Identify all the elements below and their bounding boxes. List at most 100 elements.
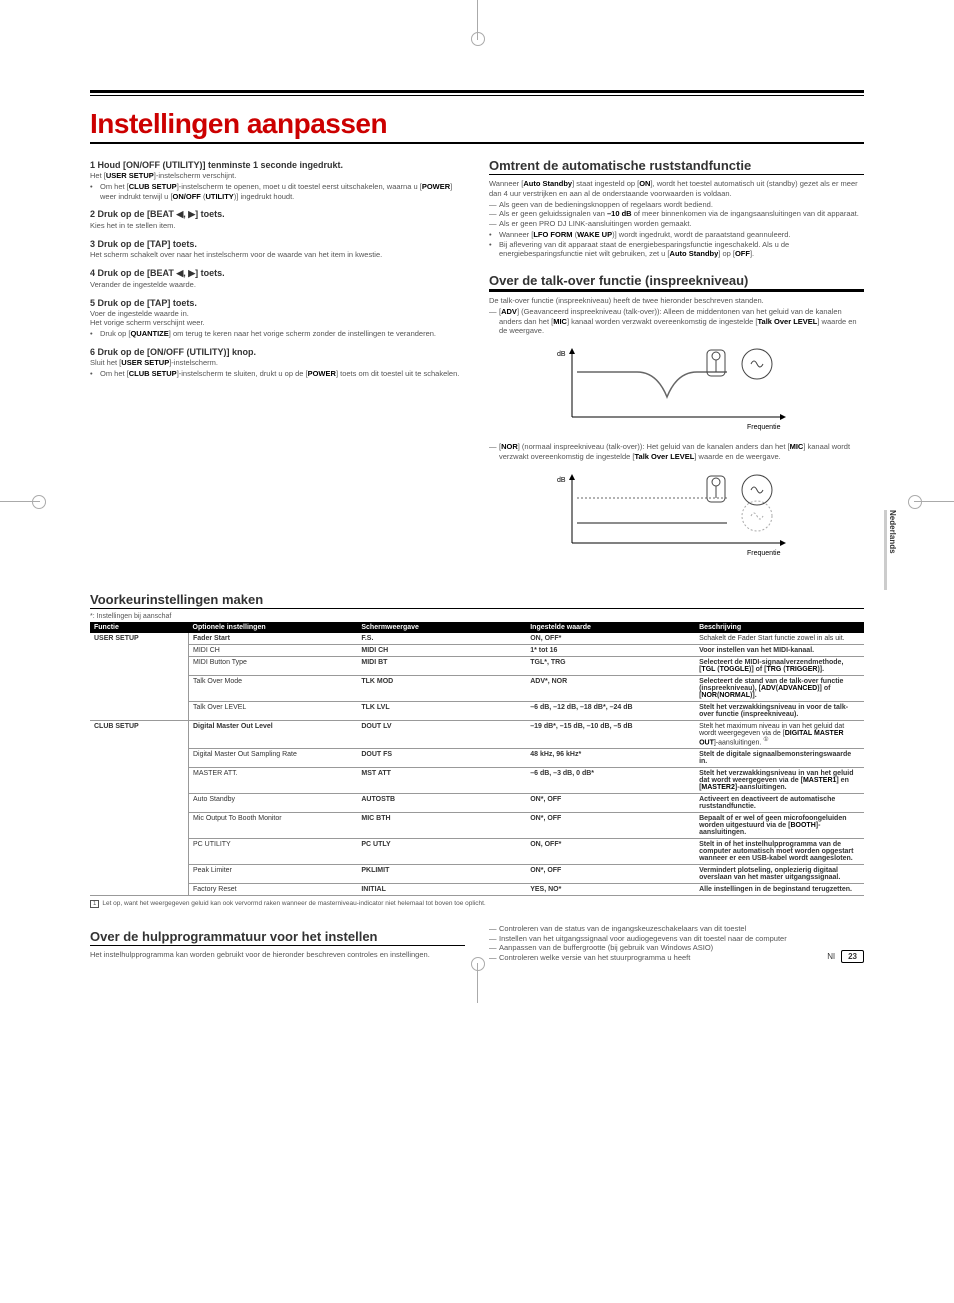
step-heading: 3 Druk op de [TAP] toets. (90, 239, 465, 249)
table-cell: 48 kHz, 96 kHz* (526, 748, 695, 767)
table-cell: MST ATT (357, 767, 526, 793)
table-header: Beschrijving (695, 622, 864, 633)
table-cell: MIDI CH (357, 644, 526, 656)
table-cell: Auto Standby (189, 793, 358, 812)
page-footer: Nl 23 (827, 950, 864, 963)
left-column: 1 Houd [ON/OFF (UTILITY)] tenminste 1 se… (90, 152, 465, 568)
table-cell: Talk Over Mode (189, 675, 358, 701)
table-header: Ingestelde waarde (526, 622, 695, 633)
table-header: Functie (90, 622, 189, 633)
svg-text:Frequentie: Frequentie (747, 550, 781, 557)
table-cell: PC UTLY (357, 838, 526, 864)
utility-left: Over de hulpprogrammatuur voor het inste… (90, 923, 465, 963)
svg-text:dB: dB (557, 477, 566, 484)
table-cell: ON*, OFF (526, 793, 695, 812)
step-heading: 6 Druk op de [ON/OFF (UTILITY)] knop. (90, 347, 465, 357)
table-cell: –19 dB*, –15 dB, –10 dB, –5 dB (526, 720, 695, 748)
step-body: Voer de ingestelde waarde in.Het vorige … (90, 309, 465, 329)
page-title: Instellingen aanpassen (90, 108, 864, 144)
table-cell: Fader Start (189, 633, 358, 645)
table-row: PC UTILITYPC UTLYON, OFF*Stelt in of het… (90, 838, 864, 864)
table-cell: Selecteert de stand van de talk-over fun… (695, 675, 864, 701)
table-cell: TGL*, TRG (526, 656, 695, 675)
table-cell: Mic Output To Booth Monitor (189, 812, 358, 838)
settings-table: FunctieOptionele instellingenSchermweerg… (90, 622, 864, 896)
table-cell: Digital Master Out Level (189, 720, 358, 748)
table-cell: YES, NO* (526, 883, 695, 895)
step-heading: 4 Druk op de [BEAT ◀, ▶] toets. (90, 268, 465, 279)
table-cell: TLK LVL (357, 701, 526, 720)
table-header: Optionele instellingen (189, 622, 358, 633)
step-bullets: Om het [CLUB SETUP]-instelscherm te slui… (90, 369, 465, 379)
utility-list: Controleren van de status van de ingangs… (489, 924, 864, 963)
table-cell: F.S. (357, 633, 526, 645)
auto-standby-conditions: Als geen van de bedieningsknoppen of reg… (489, 200, 864, 229)
table-row: Mic Output To Booth MonitorMIC BTHON*, O… (90, 812, 864, 838)
table-row: Factory ResetINITIALYES, NO*Alle instell… (90, 883, 864, 895)
right-column: Omtrent de automatische ruststandfunctie… (489, 152, 864, 568)
step-body: Sluit het [USER SETUP]-instelscherm. (90, 358, 465, 368)
talkover-nor-diagram: dB Frequentie (547, 468, 807, 558)
table-row: MIDI CHMIDI CH1* tot 16Voor instellen va… (90, 644, 864, 656)
step-bullets: Om het [CLUB SETUP]-instelscherm te open… (90, 182, 465, 202)
step-body: Verander de ingestelde waarde. (90, 280, 465, 290)
talkover-adv-diagram: dB Frequentie (547, 342, 807, 432)
table-cell: Stelt in of het instelhulpprogramma van … (695, 838, 864, 864)
table-cell: Vermindert plotseling, onplezierig digit… (695, 864, 864, 883)
table-cell: Stelt de digitale signaalbemonsteringswa… (695, 748, 864, 767)
utility-intro: Het instelhulpprogramma kan worden gebru… (90, 950, 465, 960)
page-number: 23 (841, 950, 864, 963)
step-heading: 2 Druk op de [BEAT ◀, ▶] toets. (90, 209, 465, 220)
talkover-heading: Over de talk-over functie (inspreeknivea… (489, 273, 864, 292)
table-cell: TLK MOD (357, 675, 526, 701)
svg-text:Frequentie: Frequentie (747, 424, 781, 431)
table-cell: DOUT FS (357, 748, 526, 767)
table-cell: MIC BTH (357, 812, 526, 838)
table-cell: Selecteert de MIDI-signaalverzendmethode… (695, 656, 864, 675)
table-cell: Alle instellingen in de beginstand terug… (695, 883, 864, 895)
table-footnote: 1Let op, want het weergegeven geluid kan… (90, 900, 864, 907)
table-cell: ON, OFF* (526, 633, 695, 645)
table-cell: Stelt het verzwakkingsniveau in van het … (695, 767, 864, 793)
table-cell: Schakelt de Fader Start functie zowel in… (695, 633, 864, 645)
step-body: Kies het in te stellen item. (90, 221, 465, 231)
table-cell: PC UTILITY (189, 838, 358, 864)
auto-standby-intro: Wanneer [Auto Standby] staat ingesteld o… (489, 179, 864, 199)
group-cell: CLUB SETUP (90, 720, 189, 895)
table-cell: MIDI BT (357, 656, 526, 675)
talkover-nor: [NOR] (normaal inspreekniveau (talk-over… (489, 442, 864, 462)
table-row: Peak LimiterPKLIMITON*, OFFVermindert pl… (90, 864, 864, 883)
step-body: Het scherm schakelt over naar het instel… (90, 250, 465, 260)
footnote-marker: 1 (90, 900, 99, 908)
crop-mark (477, 0, 478, 40)
table-row: Talk Over LEVELTLK LVL–6 dB, –12 dB, –18… (90, 701, 864, 720)
table-row: Auto StandbyAUTOSTBON*, OFFActiveert en … (90, 793, 864, 812)
table-row: CLUB SETUPDigital Master Out LevelDOUT L… (90, 720, 864, 748)
table-cell: Digital Master Out Sampling Rate (189, 748, 358, 767)
table-header: Schermweergave (357, 622, 526, 633)
prefs-heading: Voorkeurinstellingen maken (90, 592, 864, 609)
step-bullets: Druk op [QUANTIZE] om terug te keren naa… (90, 329, 465, 339)
table-cell: Talk Over LEVEL (189, 701, 358, 720)
table-cell: INITIAL (357, 883, 526, 895)
table-cell: ON, OFF* (526, 838, 695, 864)
table-cell: Stelt het verzwakkingsniveau in voor de … (695, 701, 864, 720)
table-cell: Voor instellen van het MIDI-kanaal. (695, 644, 864, 656)
table-cell: MASTER ATT. (189, 767, 358, 793)
table-cell: AUTOSTB (357, 793, 526, 812)
table-cell: Peak Limiter (189, 864, 358, 883)
table-cell: ON*, OFF (526, 812, 695, 838)
step-heading: 1 Houd [ON/OFF (UTILITY)] tenminste 1 se… (90, 160, 465, 170)
talkover-intro: De talk-over functie (inspreekniveau) he… (489, 296, 864, 306)
table-cell: Stelt het maximum niveau in van het gelu… (695, 720, 864, 748)
step-heading: 5 Druk op de [TAP] toets. (90, 298, 465, 308)
table-cell: Factory Reset (189, 883, 358, 895)
top-rule-thin (90, 95, 864, 96)
utility-heading: Over de hulpprogrammatuur voor het inste… (90, 929, 465, 946)
group-cell: USER SETUP (90, 633, 189, 721)
language-label: Nederlands (888, 510, 897, 554)
table-row: USER SETUPFader StartF.S.ON, OFF*Schakel… (90, 633, 864, 645)
table-row: MASTER ATT.MST ATT–6 dB, –3 dB, 0 dB*Ste… (90, 767, 864, 793)
table-row: MIDI Button TypeMIDI BTTGL*, TRGSelectee… (90, 656, 864, 675)
auto-standby-notes: Wanneer [LFO FORM (WAKE UP)] wordt inged… (489, 230, 864, 259)
